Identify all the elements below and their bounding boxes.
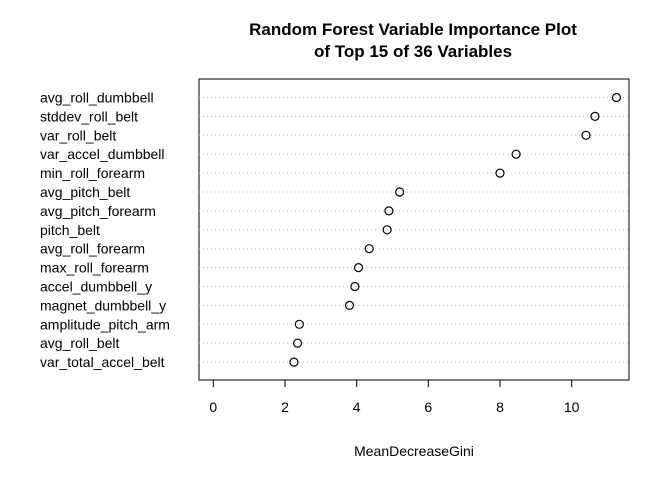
data-point [350,281,360,292]
data-point [344,300,355,310]
chart-title-line-2: of Top 15 of 36 Variables [314,42,512,61]
y-tick-labels: avg_roll_dumbbell stddev_roll_belt var_rol… [40,90,170,371]
x-tick-label: 4 [353,399,361,415]
y-tick-label: magnet_dumbbell_y [40,297,166,313]
y-tick-label: avg_roll_belt [40,335,119,351]
x-axis: 0 2 4 6 8 10 [209,379,580,415]
x-tick-label: 10 [564,399,580,415]
y-tick-label: avg_roll_forearm [40,241,145,257]
y-tick-label: var_accel_dumbbell [40,146,165,162]
y-tick-label: avg_pitch_belt [40,184,130,200]
data-point [353,263,364,273]
grid-lines [199,97,629,363]
data-point [581,130,591,140]
data-point [495,168,505,178]
data-point [511,149,521,159]
y-tick-label: amplitude_pitch_arm [40,316,170,332]
chart-title-line-1: Random Forest Variable Importance Plot [249,20,577,39]
y-tick-label: avg_roll_dumbbell [40,90,154,106]
x-tick-label: 2 [281,399,289,415]
y-tick-label: pitch_belt [40,222,100,238]
data-points [289,92,622,367]
data-point [289,357,299,367]
data-point [384,206,394,216]
y-tick-label: stddev_roll_belt [40,108,138,124]
y-tick-label: accel_dumbbell_y [40,279,152,295]
y-tick-label: avg_pitch_forearm [40,203,156,219]
data-point [611,92,622,103]
y-tick-label: var_total_accel_belt [40,354,165,370]
x-tick-label: 8 [496,399,504,415]
data-point [395,187,405,197]
data-point [590,111,600,122]
data-point [364,244,374,254]
y-tick-label: max_roll_forearm [40,260,149,276]
y-tick-label: min_roll_forearm [40,165,145,181]
x-tick-label: 6 [424,399,432,415]
data-point [294,319,304,329]
x-axis-label: MeanDecreaseGini [354,443,474,459]
y-tick-label: var_roll_belt [40,127,116,143]
x-tick-label: 0 [209,399,217,415]
data-point [292,338,303,348]
data-point [382,225,392,235]
